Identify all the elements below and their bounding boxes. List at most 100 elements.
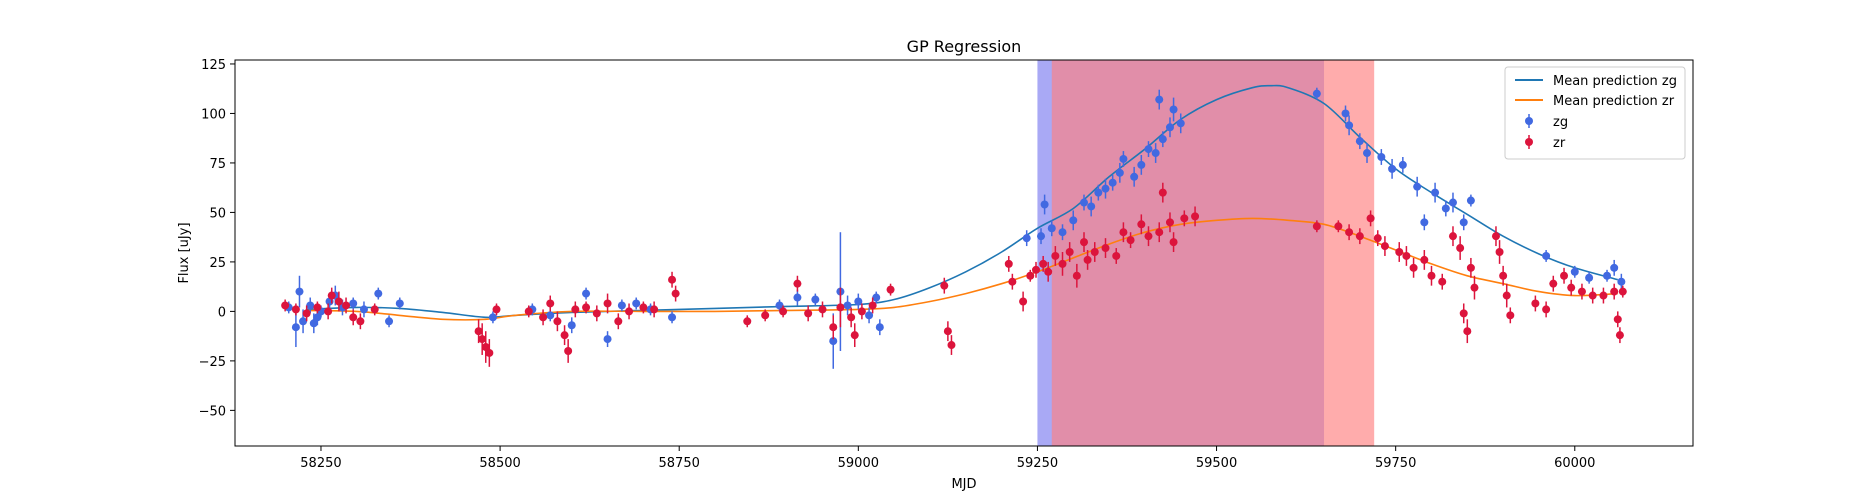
marker-zg	[291, 323, 300, 332]
data-point-zr	[1588, 287, 1597, 304]
data-point-zg	[1094, 184, 1103, 201]
data-point-zg	[811, 293, 820, 306]
data-point-zr	[625, 303, 634, 320]
data-point-zg	[1115, 162, 1124, 183]
data-point-zg	[374, 287, 383, 300]
marker-zg	[349, 299, 358, 308]
marker-zg	[1355, 137, 1364, 146]
marker-zr	[370, 305, 379, 314]
marker-zr	[1549, 279, 1558, 288]
data-point-zr	[1420, 250, 1429, 270]
marker-zr	[857, 307, 866, 316]
data-point-zr	[1466, 257, 1475, 278]
marker-zg	[1176, 119, 1185, 128]
marker-zr	[592, 309, 601, 318]
data-point-zr	[1448, 226, 1457, 247]
chart-title: GP Regression	[907, 37, 1022, 56]
x-tick-label: 59750	[1375, 456, 1416, 471]
data-point-zr	[1567, 279, 1576, 296]
marker-zr	[1065, 248, 1074, 257]
data-point-zr	[560, 325, 569, 346]
data-point-zr	[370, 303, 379, 316]
data-point-zg	[1420, 214, 1429, 231]
data-point-zr	[1506, 307, 1515, 324]
data-point-zg	[582, 287, 591, 300]
data-point-zg	[1448, 192, 1457, 213]
y-tick-label: 25	[209, 256, 226, 271]
data-point-zr	[1008, 273, 1017, 290]
marker-zr	[1438, 277, 1447, 286]
data-point-zg	[488, 311, 497, 324]
marker-zr	[1119, 228, 1128, 237]
data-point-zr	[1459, 303, 1468, 324]
marker-zr	[492, 305, 501, 314]
data-point-zg	[395, 297, 404, 310]
marker-zr	[1051, 251, 1060, 260]
marker-zr	[1058, 259, 1067, 268]
marker-zr	[1137, 220, 1146, 229]
marker-zr	[1180, 214, 1189, 223]
data-point-zr	[829, 315, 838, 340]
marker-zg	[865, 311, 874, 320]
data-point-zr	[743, 315, 752, 328]
marker-zr	[302, 309, 311, 318]
legend-label-zg-points: zg	[1553, 115, 1568, 130]
data-point-zg	[1466, 194, 1475, 207]
data-point-zr	[1463, 319, 1472, 344]
marker-zr	[1495, 248, 1504, 257]
data-point-zr	[334, 291, 343, 312]
marker-zg	[359, 305, 368, 314]
marker-zr	[779, 307, 788, 316]
marker-zg	[811, 295, 820, 304]
data-point-zr	[1438, 273, 1447, 290]
marker-zr	[1618, 287, 1627, 296]
data-point-zr	[804, 305, 813, 322]
data-point-zg	[1312, 87, 1321, 100]
data-point-zr	[847, 307, 856, 328]
data-point-zr	[1090, 242, 1099, 262]
data-point-zg	[854, 293, 863, 310]
marker-zr	[743, 317, 752, 326]
data-point-zr	[1065, 242, 1074, 262]
marker-zr	[1126, 236, 1135, 245]
legend-label-zr-line: Mean prediction zr	[1553, 94, 1675, 109]
marker-zr	[1366, 214, 1375, 223]
data-point-zr	[1380, 236, 1389, 256]
marker-zr	[1165, 218, 1174, 227]
marker-zr	[1599, 291, 1608, 300]
data-point-zr	[940, 277, 949, 294]
data-point-zr	[592, 305, 601, 322]
marker-zr	[485, 348, 494, 357]
legend-label-zg-line: Mean prediction zg	[1553, 74, 1677, 89]
marker-zg	[1420, 218, 1429, 227]
x-tick-label: 60000	[1554, 456, 1595, 471]
marker-zg	[1119, 154, 1128, 163]
marker-zg	[313, 313, 322, 322]
data-point-zr	[1502, 283, 1511, 308]
y-tick-label: 75	[209, 157, 226, 172]
marker-zr	[639, 303, 648, 312]
marker-zr	[1090, 248, 1099, 257]
marker-zr	[1456, 244, 1465, 253]
data-point-zr	[1004, 255, 1013, 272]
data-point-zr	[1334, 220, 1343, 233]
data-point-zg	[1158, 131, 1167, 148]
marker-zr	[524, 307, 533, 316]
data-point-zr	[1499, 265, 1508, 286]
data-point-zr	[639, 301, 648, 314]
marker-zg	[1610, 263, 1619, 272]
data-point-zg	[1341, 105, 1350, 122]
data-point-zr	[1599, 287, 1608, 304]
data-point-zr	[313, 301, 322, 314]
marker-zg	[1585, 273, 1594, 282]
data-point-zr	[1112, 248, 1121, 264]
marker-zg	[872, 293, 881, 302]
data-point-zr	[1026, 269, 1035, 282]
marker-zr	[1004, 259, 1013, 268]
data-point-zg	[603, 331, 612, 348]
y-axis-label: Flux [uJy]	[177, 222, 192, 283]
marker-zr	[947, 341, 956, 350]
data-point-zr	[1456, 236, 1465, 260]
marker-zr	[313, 303, 322, 312]
